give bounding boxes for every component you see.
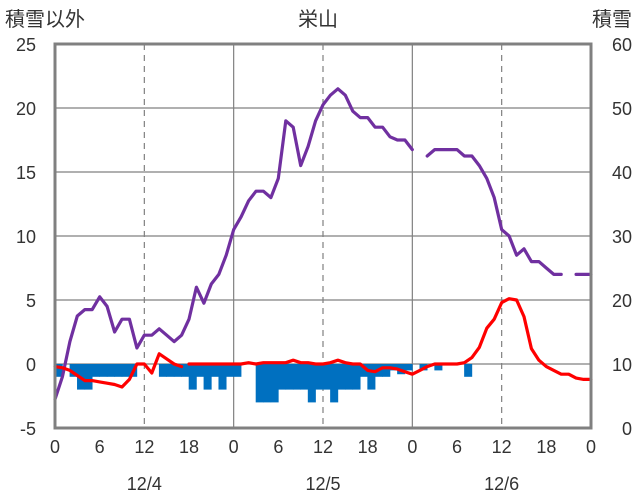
precipitation-bar: [322, 364, 331, 390]
precipitation-bars: [54, 364, 473, 403]
precipitation-bar: [114, 364, 123, 377]
precipitation-bar: [359, 364, 368, 377]
x-tick-label: 12: [134, 437, 154, 457]
day-label: 12/6: [484, 474, 519, 494]
precipitation-bar: [225, 364, 234, 377]
x-tick-label: 6: [95, 437, 105, 457]
precipitation-bar: [121, 364, 130, 377]
precipitation-bar: [345, 364, 354, 390]
precipitation-bar: [54, 364, 63, 377]
left-y-tick-label: 25: [16, 35, 36, 55]
right-y-tick-label: 50: [612, 99, 632, 119]
precipitation-bar: [278, 364, 287, 390]
snow-depth-line: [53, 87, 414, 401]
precipitation-bar: [233, 364, 242, 377]
right-y-tick-label: 40: [612, 163, 632, 183]
day-label: 12/5: [305, 474, 340, 494]
x-tick-label: 18: [536, 437, 556, 457]
precipitation-bar: [106, 364, 115, 377]
temperature-line: [187, 297, 593, 381]
precipitation-bar: [166, 364, 175, 377]
precipitation-bar: [181, 364, 190, 377]
precipitation-bar: [352, 364, 361, 390]
x-tick-label: 0: [407, 437, 417, 457]
x-tick-label: 6: [273, 437, 283, 457]
plot-frame: [53, 42, 593, 430]
precipitation-bar: [188, 364, 197, 390]
x-tick-label: 12: [492, 437, 512, 457]
precipitation-bar: [211, 364, 220, 377]
day-label: 12/4: [127, 474, 162, 494]
chart-title: 栄山: [298, 7, 338, 31]
precipitation-bar: [158, 364, 167, 377]
precipitation-bar: [84, 364, 93, 390]
right-y-tick-label: 60: [612, 35, 632, 55]
tick-labels: -5 0 5 10 15 20 25 0 10 20 30 40 50 60 0 6 12 18 0 6 12 18 0 6 1…: [16, 35, 632, 494]
precipitation-bar: [285, 364, 294, 390]
precipitation-bar: [99, 364, 108, 377]
left-axis-label: 積雪以外: [5, 7, 85, 31]
precipitation-bar: [218, 364, 227, 390]
left-y-tick-label: 20: [16, 99, 36, 119]
right-y-tick-label: 20: [612, 291, 632, 311]
precipitation-bar: [382, 364, 391, 377]
precipitation-bar: [173, 364, 182, 377]
precipitation-bar: [434, 364, 443, 371]
precipitation-bar: [263, 364, 272, 403]
precipitation-bar: [337, 364, 346, 390]
x-tick-label: 18: [179, 437, 199, 457]
precipitation-bar: [367, 364, 376, 390]
precipitation-bar: [270, 364, 279, 403]
left-y-tick-label: 15: [16, 163, 36, 183]
precipitation-bar: [255, 364, 264, 403]
precipitation-bar: [315, 364, 324, 390]
right-y-tick-label: 30: [612, 227, 632, 247]
right-y-tick-label: 0: [622, 419, 632, 439]
left-y-tick-label: -5: [20, 419, 36, 439]
series-lines: [53, 87, 593, 401]
precipitation-bar: [307, 364, 316, 403]
left-y-tick-label: 10: [16, 227, 36, 247]
x-tick-label: 0: [50, 437, 60, 457]
x-tick-label: 0: [586, 437, 596, 457]
precipitation-bar: [300, 364, 309, 390]
x-tick-label: 6: [452, 437, 462, 457]
temperature-line: [53, 352, 184, 389]
precipitation-bar: [196, 364, 205, 377]
precipitation-bar: [330, 364, 339, 403]
x-tick-label: 0: [229, 437, 239, 457]
precipitation-bar: [69, 364, 78, 377]
precipitation-bar: [203, 364, 212, 390]
x-tick-label: 12: [313, 437, 333, 457]
precipitation-bar: [404, 364, 413, 371]
snow-depth-line: [425, 148, 563, 276]
left-y-tick-label: 5: [26, 291, 36, 311]
precipitation-bar: [464, 364, 473, 377]
right-axis-label: 積雪: [592, 7, 632, 31]
x-tick-label: 18: [358, 437, 378, 457]
right-y-tick-label: 10: [612, 355, 632, 375]
precipitation-bar: [91, 364, 100, 377]
precipitation-bar: [292, 364, 301, 390]
left-y-tick-label: 0: [26, 355, 36, 375]
